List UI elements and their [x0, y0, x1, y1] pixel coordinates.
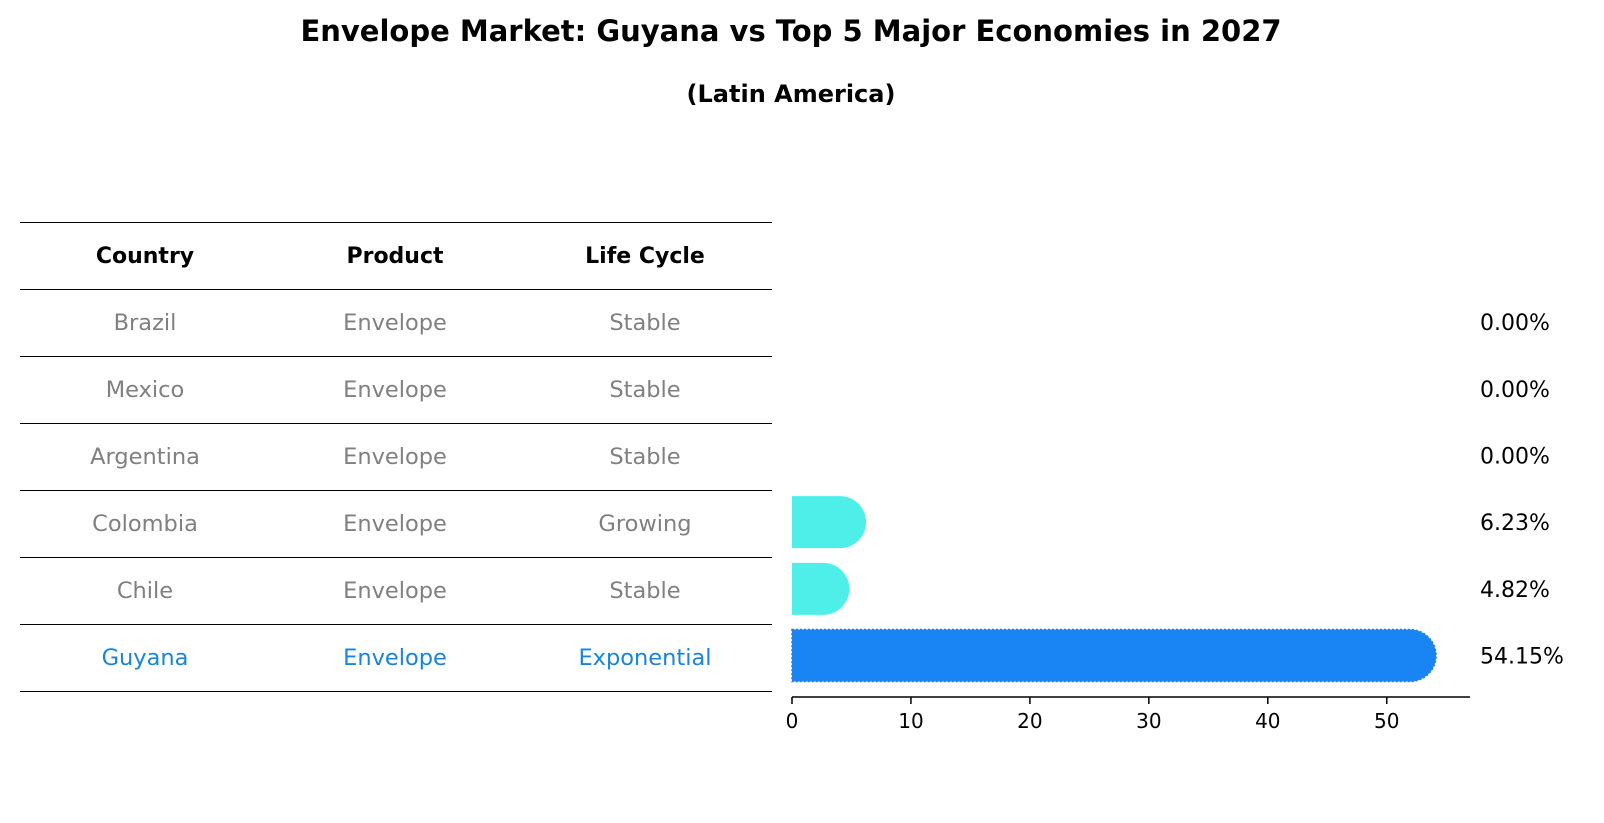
header-country: Country [95, 243, 195, 269]
cell-country: Argentina [90, 444, 200, 470]
cell-life-cycle: Stable [609, 310, 681, 336]
cell-country: Colombia [92, 511, 198, 537]
cell-country: Brazil [113, 310, 177, 336]
header-life-cycle: Life Cycle [585, 243, 705, 269]
table-row-highlight: Guyana Envelope Exponential [20, 624, 772, 692]
x-tick-label: 30 [1136, 709, 1161, 733]
cell-country: Chile [116, 578, 174, 604]
cell-life-cycle: Stable [609, 578, 681, 604]
x-tick-label: 0 [786, 709, 799, 733]
cell-product: Envelope [343, 578, 447, 604]
bar-colombia [792, 496, 867, 549]
cell-life-cycle: Exponential [578, 645, 712, 671]
x-tick-label: 50 [1374, 709, 1399, 733]
cell-product: Envelope [343, 377, 447, 403]
value-label: 0.00% [1480, 378, 1550, 403]
header-product: Product [346, 243, 444, 269]
bar-guyana [791, 628, 1437, 683]
cell-product: Envelope [343, 310, 447, 336]
table-row: Chile Envelope Stable [20, 557, 772, 624]
cell-life-cycle: Stable [609, 377, 681, 403]
table-row: Colombia Envelope Growing [20, 490, 772, 557]
cell-life-cycle: Growing [598, 511, 692, 537]
cell-product: Envelope [343, 511, 447, 537]
bar-chile [792, 562, 850, 615]
value-label: 54.15% [1480, 645, 1564, 670]
cell-product: Envelope [343, 645, 447, 671]
cell-country: Guyana [101, 645, 189, 671]
value-label: 0.00% [1480, 311, 1550, 336]
table-row: Argentina Envelope Stable [20, 423, 772, 490]
value-label: 6.23% [1480, 511, 1550, 536]
value-label: 4.82% [1480, 578, 1550, 603]
value-label: 0.00% [1480, 444, 1550, 469]
table-header-row: Country Product Life Cycle [20, 222, 772, 289]
cell-life-cycle: Stable [609, 444, 681, 470]
cell-product: Envelope [343, 444, 447, 470]
table-row: Brazil Envelope Stable [20, 289, 772, 356]
cell-country: Mexico [105, 377, 185, 403]
chart-title: Envelope Market: Guyana vs Top 5 Major E… [300, 14, 1282, 48]
table-row: Mexico Envelope Stable [20, 356, 772, 423]
x-tick-label: 40 [1255, 709, 1280, 733]
x-tick-label: 10 [898, 709, 923, 733]
chart-subtitle: (Latin America) [686, 80, 896, 108]
x-tick-label: 20 [1017, 709, 1042, 733]
data-table: Country Product Life Cycle Brazil Envelo… [20, 222, 772, 692]
